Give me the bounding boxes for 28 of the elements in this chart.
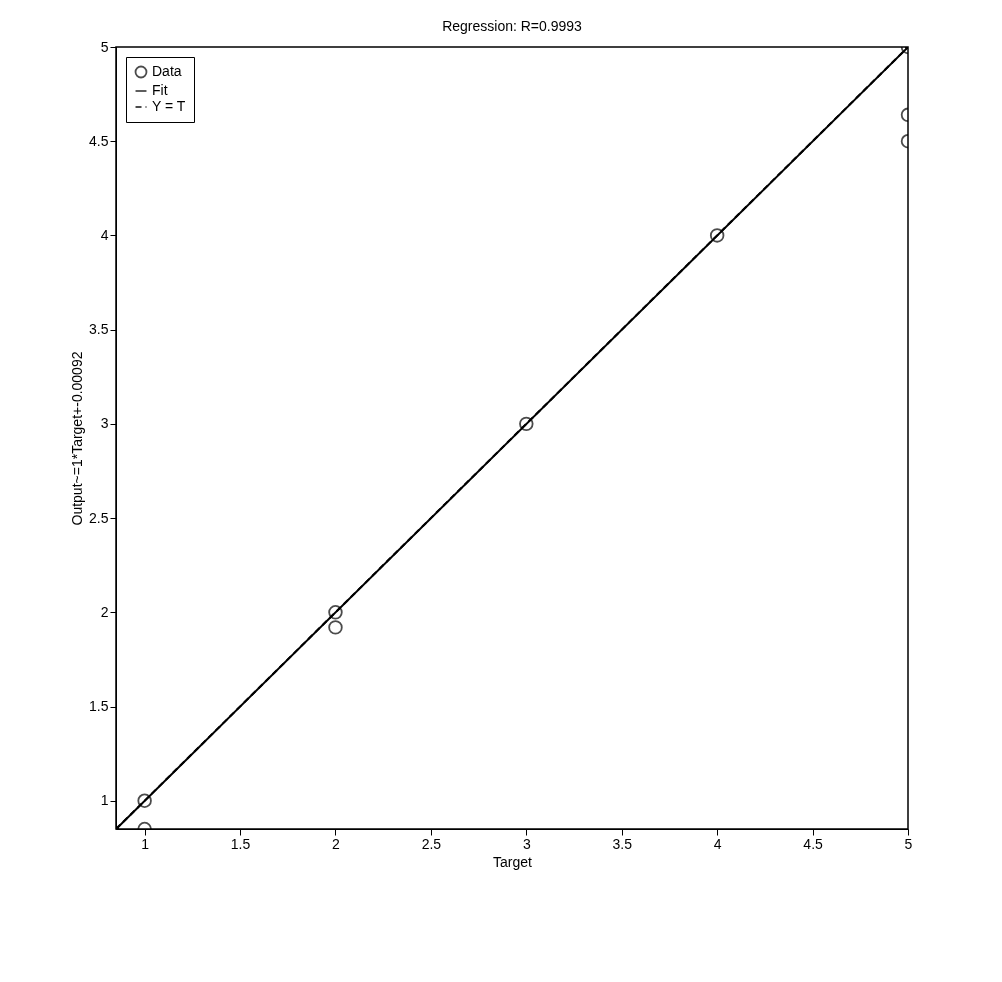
y-tick-label: 2.5 <box>89 509 109 526</box>
legend-label: Y = T <box>152 98 186 114</box>
y-tick-label: 5 <box>100 38 109 55</box>
chart-title: Regression: R=0.9993 <box>442 18 583 34</box>
y-tick-label: 4 <box>100 226 109 243</box>
point <box>137 793 152 808</box>
y-axis-title: Output~=1*Target+-0.00092 <box>69 351 86 526</box>
point <box>328 605 343 620</box>
x-tick-label: 4.5 <box>803 835 824 852</box>
x-tick-label: 2.5 <box>421 835 442 852</box>
x-tick-label: 4 <box>713 835 722 852</box>
x-tick-label: 3.5 <box>612 835 633 852</box>
point <box>328 620 343 635</box>
legend-label: Fit <box>152 82 168 98</box>
y-tick-label: 1.5 <box>89 698 109 715</box>
legend-label: Data <box>152 63 182 79</box>
x-tick-label: 3 <box>522 835 531 852</box>
y-tick-label: 3 <box>100 415 109 432</box>
x-tick-label: 1 <box>141 835 150 852</box>
x-tick-label: 5 <box>904 835 913 852</box>
x-axis-title: Target <box>493 853 533 870</box>
y-tick-label: 3.5 <box>89 321 109 338</box>
y-tick-label: 4.5 <box>89 132 109 149</box>
y-tick-label: 1 <box>100 792 109 809</box>
point <box>519 416 534 432</box>
x-tick-label: 1.5 <box>230 835 251 852</box>
y-tick-label: 2 <box>100 603 109 620</box>
x-tick-label: 2 <box>332 835 341 852</box>
